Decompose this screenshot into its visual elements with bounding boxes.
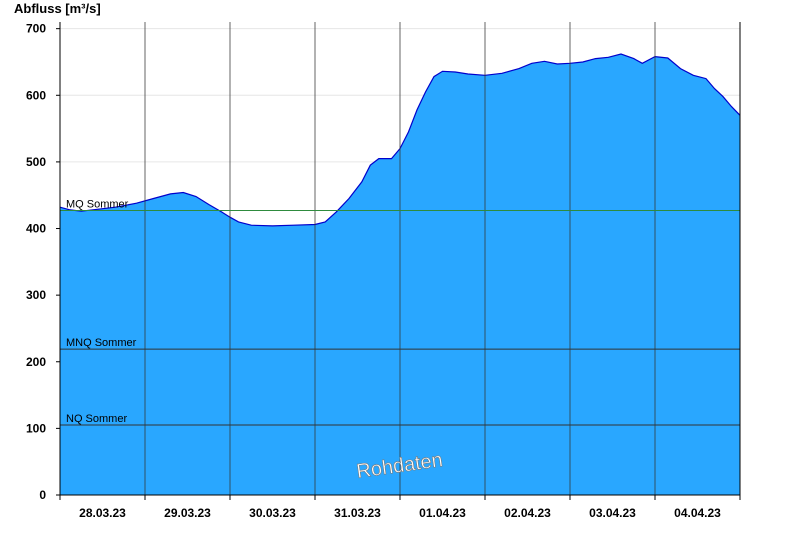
ref-line-label-1: MNQ Sommer xyxy=(66,337,137,349)
ref-line-label-2: NQ Sommer xyxy=(66,413,127,425)
y-tick-label-500: 500 xyxy=(26,155,46,169)
x-tick-label-3: 31.03.23 xyxy=(334,506,381,520)
discharge-line xyxy=(59,53,741,227)
y-tick-label-400: 400 xyxy=(26,222,46,236)
x-tick-label-1: 29.03.23 xyxy=(164,506,211,520)
plot-area: MQ Sommer MNQ Sommer NQ Sommer 0 100 200 300 40… xyxy=(26,22,741,520)
x-tick-label-0: 28.03.23 xyxy=(79,506,126,520)
x-tick-label-6: 03.04.23 xyxy=(589,506,636,520)
y-tick-label-100: 100 xyxy=(26,421,46,435)
y-tick-label-0: 0 xyxy=(39,488,46,502)
ref-line-label-0: MQ Sommer xyxy=(66,199,129,211)
x-tick-label-5: 02.04.23 xyxy=(504,506,551,520)
y-tick-label-700: 700 xyxy=(26,22,46,36)
y-tick-label-200: 200 xyxy=(26,355,46,369)
y-tick-label-600: 600 xyxy=(26,88,46,102)
x-tick-label-2: 30.03.23 xyxy=(249,506,296,520)
x-tick-label-4: 01.04.23 xyxy=(419,506,466,520)
x-tick-label-7: 04.04.23 xyxy=(674,506,721,520)
y-axis-label: Abfluss [m³/s] xyxy=(14,1,101,16)
y-tick-label-300: 300 xyxy=(26,288,46,302)
